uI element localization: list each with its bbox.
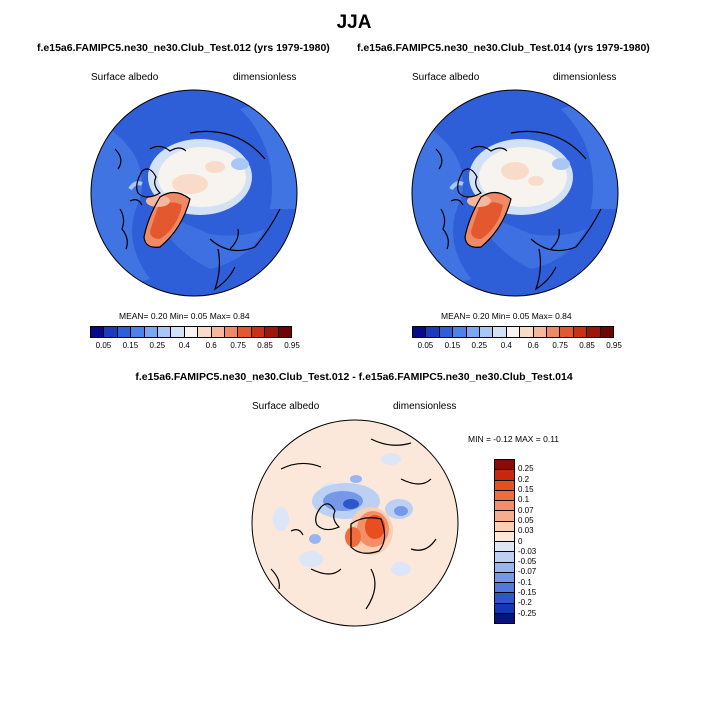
colorbar-box <box>265 327 279 337</box>
colorbar-box <box>495 480 514 491</box>
colorbar-box <box>184 327 199 337</box>
colorbar-box <box>495 572 514 583</box>
colorbar-box <box>495 521 514 532</box>
colorbar-box <box>560 327 574 337</box>
colorbar-tick-label: 0.2 <box>518 474 530 484</box>
colorbar-box <box>251 327 266 337</box>
colorbar-box <box>171 327 185 337</box>
colorbar-tick-label: 0.25 <box>471 341 488 350</box>
colorbar-box <box>225 327 239 337</box>
panel-2-stats: MEAN= 0.20 Min= 0.05 Max= 0.84 <box>441 311 572 321</box>
colorbar-tick-label: 0.4 <box>500 341 512 350</box>
difference-variable-label: Surface albedo <box>252 401 320 412</box>
colorbar-box <box>480 327 494 337</box>
panel-1-units-label: dimensionless <box>233 72 297 83</box>
colorbar-box <box>495 470 514 481</box>
colorbar-tick-label: 0.75 <box>552 341 568 350</box>
colorbar-tick-label: 0.15 <box>518 484 534 494</box>
colorbar-tick-label: -0.25 <box>518 608 537 618</box>
colorbar-tick-label: 0.75 <box>230 341 246 350</box>
colorbar-box <box>495 613 514 623</box>
colorbar-tick-label: 0.85 <box>257 341 273 350</box>
colorbar-tick-label: 0.15 <box>444 341 461 350</box>
panel-1-variable-label: Surface albedo <box>91 72 159 83</box>
colorbar-tick-label: 0.05 <box>417 341 434 350</box>
colorbar-tick-label: 0.25 <box>149 341 166 350</box>
panel-1-title: f.e15a6.FAMIPC5.ne30_ne30.Club_Test.012 … <box>37 42 330 54</box>
colorbar-tick-label: 0 <box>518 536 523 546</box>
colorbar-box <box>91 327 105 337</box>
colorbar-tick-label: 0.85 <box>579 341 595 350</box>
colorbar-box <box>238 327 252 337</box>
panel-2-polar-map <box>411 89 619 297</box>
colorbar-box <box>198 327 212 337</box>
colorbar-box <box>495 531 514 542</box>
colorbar-box <box>573 327 588 337</box>
colorbar-tick-label: -0.05 <box>518 557 537 567</box>
colorbar-box <box>493 327 507 337</box>
panel-2-title: f.e15a6.FAMIPC5.ne30_ne30.Club_Test.014 … <box>357 42 650 54</box>
colorbar-tick-label: 0.6 <box>205 341 217 350</box>
colorbar-tick-label: -0.15 <box>518 588 537 598</box>
colorbar-box <box>495 511 514 522</box>
difference-title: f.e15a6.FAMIPC5.ne30_ne30.Club_Test.012 … <box>135 371 573 383</box>
colorbar-tick-label: -0.03 <box>518 546 537 556</box>
colorbar-box <box>439 327 454 337</box>
colorbar-box <box>466 327 481 337</box>
colorbar-tick-label: 0.07 <box>518 505 534 515</box>
colorbar-box <box>104 327 118 337</box>
colorbar-box <box>278 327 292 337</box>
colorbar-box <box>495 490 514 501</box>
colorbar-tick-label: 0.6 <box>527 341 539 350</box>
colorbar-box <box>495 552 514 563</box>
colorbar-box <box>600 327 614 337</box>
colorbar-box <box>520 327 534 337</box>
colorbar-box <box>426 327 440 337</box>
colorbar-tick-label: 0.05 <box>95 341 112 350</box>
colorbar-box <box>506 327 521 337</box>
colorbar-tick-label: 0.95 <box>284 341 300 350</box>
panel-1-polar-map <box>90 89 298 297</box>
colorbar-box <box>144 327 159 337</box>
colorbar-box <box>495 583 514 594</box>
panel-1-colorbar <box>90 326 292 338</box>
colorbar-box <box>453 327 467 337</box>
colorbar-box <box>495 593 514 604</box>
colorbar-box <box>131 327 145 337</box>
colorbar-box <box>587 327 601 337</box>
colorbar-tick-label: 0.4 <box>178 341 190 350</box>
colorbar-tick-label: 0.95 <box>606 341 622 350</box>
colorbar-box <box>495 562 514 573</box>
colorbar-box <box>158 327 172 337</box>
colorbar-tick-label: 0.15 <box>122 341 139 350</box>
difference-units-label: dimensionless <box>393 401 457 412</box>
colorbar-box <box>211 327 226 337</box>
colorbar-box <box>495 501 514 512</box>
colorbar-box <box>547 327 561 337</box>
colorbar-tick-label: 0.05 <box>518 515 534 525</box>
colorbar-tick-label: -0.07 <box>518 567 537 577</box>
colorbar-tick-label: 0.03 <box>518 526 534 536</box>
panel-2-variable-label: Surface albedo <box>412 72 480 83</box>
panel-1-stats: MEAN= 0.20 Min= 0.05 Max= 0.84 <box>119 311 250 321</box>
colorbar-box <box>117 327 132 337</box>
colorbar-box <box>413 327 427 337</box>
panel-2-units-label: dimensionless <box>553 72 617 83</box>
difference-polar-map <box>251 419 459 627</box>
panel-2-colorbar <box>412 326 614 338</box>
colorbar-box <box>495 603 514 614</box>
colorbar-box <box>495 542 514 553</box>
colorbar-tick-label: -0.2 <box>518 598 532 608</box>
colorbar-tick-label: 0.1 <box>518 495 530 505</box>
colorbar-box <box>495 460 514 471</box>
main-title: JJA <box>336 12 372 33</box>
colorbar-tick-label: -0.1 <box>518 577 532 587</box>
difference-stats: MIN = -0.12 MAX = 0.11 <box>468 434 560 444</box>
colorbar-box <box>533 327 548 337</box>
colorbar-tick-label: 0.25 <box>518 464 534 474</box>
difference-colorbar <box>494 459 515 624</box>
